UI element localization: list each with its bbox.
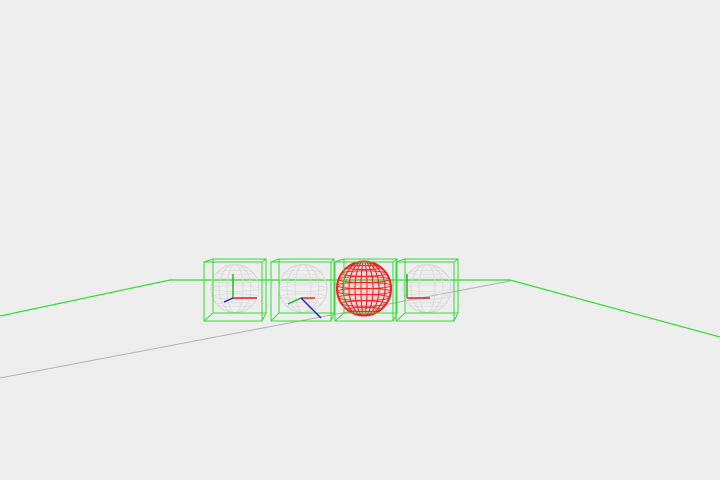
- sphere-wireframe: [402, 264, 452, 313]
- ground-plane: [0, 279, 720, 379]
- sphere-meridian: [410, 264, 444, 313]
- bounding-box-edge: [270, 312, 280, 322]
- bounding-box-edge: [330, 312, 335, 322]
- bounding-box-edge: [203, 258, 214, 263]
- sphere-latitude: [346, 307, 382, 312]
- bounding-box-back: [212, 258, 267, 314]
- sphere-latitude: [278, 285, 328, 292]
- bounding-box-front: [334, 261, 394, 322]
- sphere-meridian: [226, 264, 244, 313]
- selected-sphere-wireframe: [336, 260, 392, 317]
- bounding-box-edge: [330, 258, 335, 263]
- ground-plane-outline: [0, 279, 720, 338]
- scene-objects: [203, 258, 459, 322]
- bounding-box-edge: [270, 258, 280, 263]
- bounding-box-front: [270, 261, 332, 322]
- bounding-box: [395, 258, 459, 322]
- axis-y: [287, 297, 302, 305]
- bounding-box-edge: [395, 258, 406, 263]
- bounding-box-back: [343, 258, 398, 314]
- axis-gizmo: [406, 274, 430, 299]
- ground-plane-diagonal: [0, 280, 511, 379]
- axis-z: [300, 297, 322, 319]
- bounding-box: [203, 258, 267, 322]
- sphere-wireframe: [210, 264, 260, 313]
- bounding-box-edge: [261, 258, 267, 263]
- sphere-latitude: [408, 270, 446, 275]
- sphere-wireframe: [278, 264, 328, 313]
- sphere-meridian: [418, 264, 436, 313]
- sphere-latitude: [216, 270, 254, 275]
- wireframe-sphere-2: [270, 258, 335, 322]
- sphere-meridian: [286, 264, 320, 313]
- bounding-box-edge: [453, 312, 459, 322]
- sphere-latitude: [280, 277, 326, 284]
- sphere-latitude: [402, 285, 452, 292]
- bounding-box-back: [278, 258, 335, 314]
- sphere-latitude: [404, 293, 450, 300]
- wireframe-sphere-1: [203, 258, 267, 322]
- bounding-box-edge: [334, 258, 345, 263]
- sphere-latitude: [404, 277, 450, 284]
- sphere-latitude: [346, 265, 382, 270]
- bounding-box-edge: [392, 258, 398, 263]
- sphere-meridian: [218, 264, 252, 313]
- wireframe-sphere-4: [395, 258, 459, 322]
- bounding-box-edge: [395, 312, 406, 322]
- sphere-latitude: [210, 285, 260, 292]
- sphere-latitude: [212, 293, 258, 300]
- bounding-box-edge: [203, 312, 214, 322]
- sphere-latitude: [408, 302, 446, 307]
- wireframe-sphere-3: [334, 258, 398, 322]
- axis-gizmo: [287, 297, 322, 319]
- axis-z: [223, 297, 234, 303]
- sphere-latitude: [216, 302, 254, 307]
- bounding-box-edge: [261, 312, 267, 322]
- sphere-latitude: [284, 302, 322, 307]
- bounding-box-front: [203, 261, 263, 322]
- axis-gizmo: [223, 274, 257, 303]
- bounding-box-front: [395, 261, 455, 322]
- bounding-box-edge: [453, 258, 459, 263]
- sphere-latitude: [212, 277, 258, 284]
- sphere-latitude: [341, 300, 387, 307]
- bounding-box-edge: [334, 312, 345, 322]
- bounding-box: [270, 258, 335, 322]
- bounding-box-back: [404, 258, 459, 314]
- sphere-latitude: [284, 270, 322, 275]
